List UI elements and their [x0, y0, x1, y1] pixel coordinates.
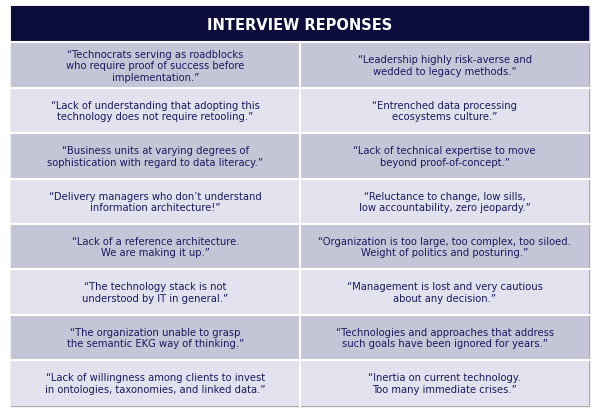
- Bar: [11, 270, 300, 315]
- Text: “Leadership highly risk-averse and
wedded to legacy methods.”: “Leadership highly risk-averse and wedde…: [358, 55, 532, 77]
- Bar: [300, 134, 589, 179]
- Bar: [300, 315, 589, 360]
- Bar: [300, 89, 589, 134]
- Bar: [11, 89, 300, 134]
- Bar: [300, 224, 589, 270]
- Text: “Delivery managers who don’t understand
information architecture!”: “Delivery managers who don’t understand …: [49, 191, 262, 213]
- Bar: [11, 134, 300, 179]
- Text: “Lack of understanding that adopting this
technology does not require retooling.: “Lack of understanding that adopting thi…: [51, 100, 260, 122]
- Text: “Lack of willingness among clients to invest
in ontologies, taxonomies, and link: “Lack of willingness among clients to in…: [45, 372, 266, 394]
- Text: “Lack of technical expertise to move
beyond proof-of-concept.”: “Lack of technical expertise to move bey…: [353, 146, 536, 167]
- Text: “The organization unable to grasp
the semantic EKG way of thinking.”: “The organization unable to grasp the se…: [67, 327, 244, 349]
- Text: “Technocrats serving as roadblocks
who require proof of success before
implement: “Technocrats serving as roadblocks who r…: [66, 50, 245, 83]
- Text: “Inertia on current technology.
Too many immediate crises.”: “Inertia on current technology. Too many…: [368, 372, 521, 394]
- Text: “Business units at varying degrees of
sophistication with regard to data literac: “Business units at varying degrees of so…: [47, 146, 263, 167]
- Bar: [11, 224, 300, 270]
- Bar: [11, 360, 300, 406]
- Text: “Lack of a reference architecture.
We are making it up.”: “Lack of a reference architecture. We ar…: [71, 236, 239, 258]
- Text: INTERVIEW REPONSES: INTERVIEW REPONSES: [208, 18, 392, 33]
- Text: “Management is lost and very cautious
about any decision.”: “Management is lost and very cautious ab…: [347, 282, 542, 303]
- Bar: [11, 43, 300, 89]
- Text: “Reluctance to change, low sills,
low accountability, zero jeopardy.”: “Reluctance to change, low sills, low ac…: [359, 191, 530, 213]
- Text: “Entrenched data processing
ecosystems culture.”: “Entrenched data processing ecosystems c…: [372, 100, 517, 122]
- Bar: [11, 315, 300, 360]
- Bar: [300, 179, 589, 224]
- Bar: [11, 179, 300, 224]
- Text: “Organization is too large, too complex, too siloed.
Weight of politics and post: “Organization is too large, too complex,…: [318, 236, 571, 258]
- Bar: [300, 270, 589, 315]
- Bar: [11, 7, 589, 43]
- Bar: [300, 43, 589, 89]
- Bar: [300, 360, 589, 406]
- Text: “Technologies and approaches that address
such goals have been ignored for years: “Technologies and approaches that addres…: [335, 327, 554, 349]
- Text: “The technology stack is not
understood by IT in general.”: “The technology stack is not understood …: [82, 282, 229, 303]
